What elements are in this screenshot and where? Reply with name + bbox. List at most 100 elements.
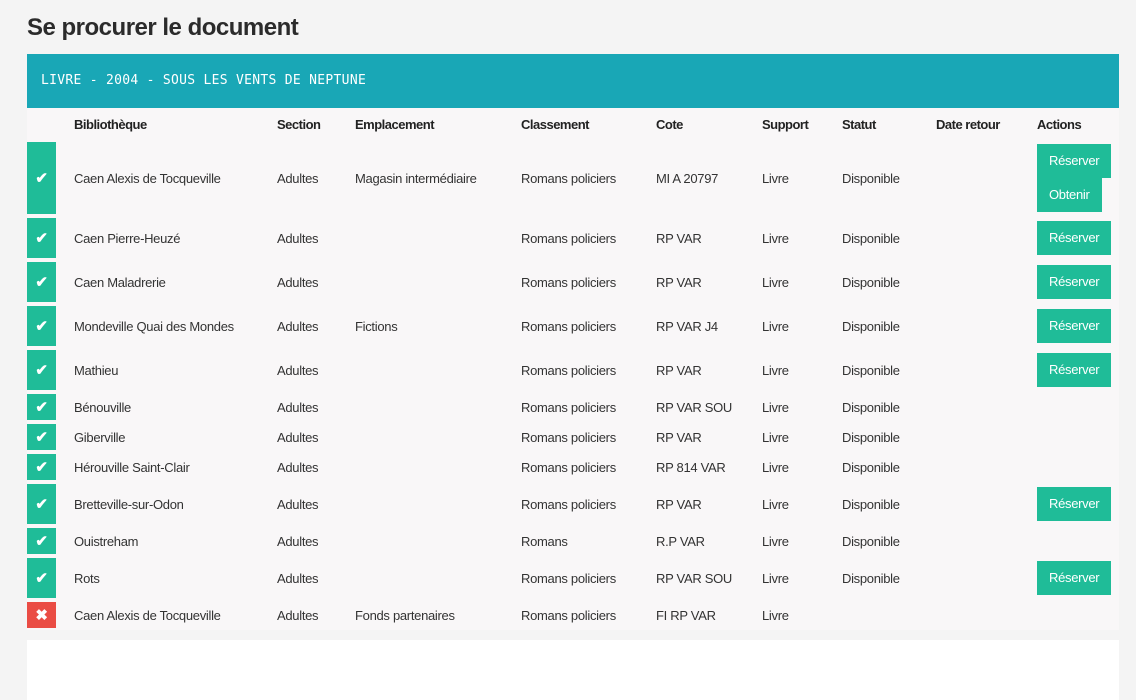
- cell-classement: Romans policiers: [521, 429, 616, 445]
- cell-bibliotheque: Caen Pierre-Heuzé: [74, 230, 181, 246]
- cell-actions: Réserver: [1037, 348, 1119, 392]
- cell-classement: Romans: [521, 533, 568, 549]
- col-support: Support: [762, 116, 809, 132]
- cell-section: Adultes: [277, 170, 319, 186]
- page-title: Se procurer le document: [27, 14, 299, 41]
- cell-section: Adultes: [277, 570, 319, 586]
- cell-bibliotheque: Mathieu: [74, 362, 119, 378]
- table-row: ✔ Ouistreham Adultes Romans R.P VAR Livre Disp…: [27, 526, 1119, 556]
- cell-actions: Réserver: [1037, 304, 1119, 348]
- reserver-button[interactable]: Réserver: [1037, 309, 1112, 343]
- table-row: ✔ Bretteville-sur-Odon Adultes Romans polic…: [27, 482, 1119, 526]
- cell-statut: [842, 600, 936, 630]
- cell-cote: R.P VAR: [656, 533, 705, 549]
- cell-date-retour: [936, 216, 1037, 260]
- cell-emplacement: Fictions: [355, 318, 398, 334]
- cell-section: Adultes: [277, 230, 319, 246]
- reserver-button[interactable]: Réserver: [1037, 265, 1112, 299]
- cell-emplacement: [355, 452, 521, 482]
- cell-section: Adultes: [277, 607, 319, 623]
- cell-statut: Disponible: [842, 533, 900, 549]
- cell-statut: Disponible: [842, 399, 900, 415]
- cell-date-retour: [936, 556, 1037, 600]
- cross-icon: ✖: [27, 600, 56, 630]
- cell-emplacement: [355, 260, 521, 304]
- check-icon: ✔: [27, 348, 56, 392]
- check-icon: ✔: [27, 216, 56, 260]
- cell-support: Livre: [762, 230, 789, 246]
- check-icon: ✔: [27, 140, 56, 216]
- cell-statut: Disponible: [842, 170, 900, 186]
- cell-section: Adultes: [277, 399, 319, 415]
- check-icon: ✔: [27, 304, 56, 348]
- cell-cote: FI RP VAR: [656, 607, 716, 623]
- cell-cote: RP VAR: [656, 274, 702, 290]
- table-row: ✔ Rots Adultes Romans policiers RP VAR SOU Li…: [27, 556, 1119, 600]
- reserver-button[interactable]: Réserver: [1037, 221, 1112, 255]
- reserver-button[interactable]: Réserver: [1037, 144, 1112, 178]
- reserver-button[interactable]: Réserver: [1037, 353, 1112, 387]
- cell-bibliotheque: Ouistreham: [74, 533, 139, 549]
- cell-classement: Romans policiers: [521, 274, 616, 290]
- cell-emplacement: [355, 526, 521, 556]
- cell-cote: RP VAR J4: [656, 318, 718, 334]
- cell-date-retour: [936, 304, 1037, 348]
- cell-classement: Romans policiers: [521, 170, 616, 186]
- check-icon: ✔: [27, 482, 56, 526]
- cell-date-retour: [936, 140, 1037, 216]
- cell-classement: Romans policiers: [521, 607, 616, 623]
- cell-cote: RP VAR: [656, 362, 702, 378]
- cell-statut: Disponible: [842, 496, 900, 512]
- cell-date-retour: [936, 422, 1037, 452]
- cell-support: Livre: [762, 496, 789, 512]
- cell-support: Livre: [762, 533, 789, 549]
- cell-statut: Disponible: [842, 362, 900, 378]
- cell-emplacement: [355, 348, 521, 392]
- cell-statut: Disponible: [842, 459, 900, 475]
- cell-statut: Disponible: [842, 318, 900, 334]
- cell-date-retour: [936, 526, 1037, 556]
- cell-support: Livre: [762, 429, 789, 445]
- reserver-button[interactable]: Réserver: [1037, 561, 1112, 595]
- cell-section: Adultes: [277, 274, 319, 290]
- cell-support: Livre: [762, 459, 789, 475]
- check-icon: ✔: [27, 556, 56, 600]
- cell-date-retour: [936, 260, 1037, 304]
- col-classement: Classement: [521, 116, 589, 132]
- reserver-button[interactable]: Réserver: [1037, 487, 1112, 521]
- table-row: ✖ Caen Alexis de Tocqueville Adultes Fonds …: [27, 600, 1119, 630]
- obtenir-button[interactable]: Obtenir: [1037, 178, 1102, 212]
- cell-cote: RP VAR SOU: [656, 399, 732, 415]
- col-cote: Cote: [656, 116, 683, 132]
- col-actions: Actions: [1037, 116, 1082, 132]
- check-icon: ✔: [27, 452, 56, 482]
- cell-section: Adultes: [277, 533, 319, 549]
- cell-bibliotheque: Bénouville: [74, 399, 131, 415]
- cell-cote: RP VAR: [656, 230, 702, 246]
- cell-classement: Romans policiers: [521, 459, 616, 475]
- cell-support: Livre: [762, 399, 789, 415]
- cell-support: Livre: [762, 318, 789, 334]
- table-row: ✔ Caen Pierre-Heuzé Adultes Romans policier…: [27, 216, 1119, 260]
- cell-emplacement: [355, 216, 521, 260]
- cell-actions: [1037, 600, 1119, 630]
- cell-statut: Disponible: [842, 274, 900, 290]
- holdings-table: Bibliothèque Section Emplacement Classem…: [27, 108, 1119, 630]
- cell-bibliotheque: Caen Maladrerie: [74, 274, 166, 290]
- col-statut: Statut: [842, 116, 876, 132]
- cell-support: Livre: [762, 570, 789, 586]
- col-date-retour: Date retour: [936, 116, 1000, 132]
- cell-cote: RP VAR: [656, 429, 702, 445]
- cell-emplacement: [355, 556, 521, 600]
- cell-section: Adultes: [277, 318, 319, 334]
- cell-support: Livre: [762, 170, 789, 186]
- cell-classement: Romans policiers: [521, 570, 616, 586]
- table-row: ✔ Mondeville Quai des Mondes Adultes Fictio…: [27, 304, 1119, 348]
- table-row: ✔ Caen Maladrerie Adultes Romans policiers R…: [27, 260, 1119, 304]
- check-icon: ✔: [27, 422, 56, 452]
- cell-classement: Romans policiers: [521, 362, 616, 378]
- cell-actions: Réserver Obtenir: [1037, 140, 1119, 216]
- cell-statut: Disponible: [842, 230, 900, 246]
- cell-classement: Romans policiers: [521, 496, 616, 512]
- cell-section: Adultes: [277, 362, 319, 378]
